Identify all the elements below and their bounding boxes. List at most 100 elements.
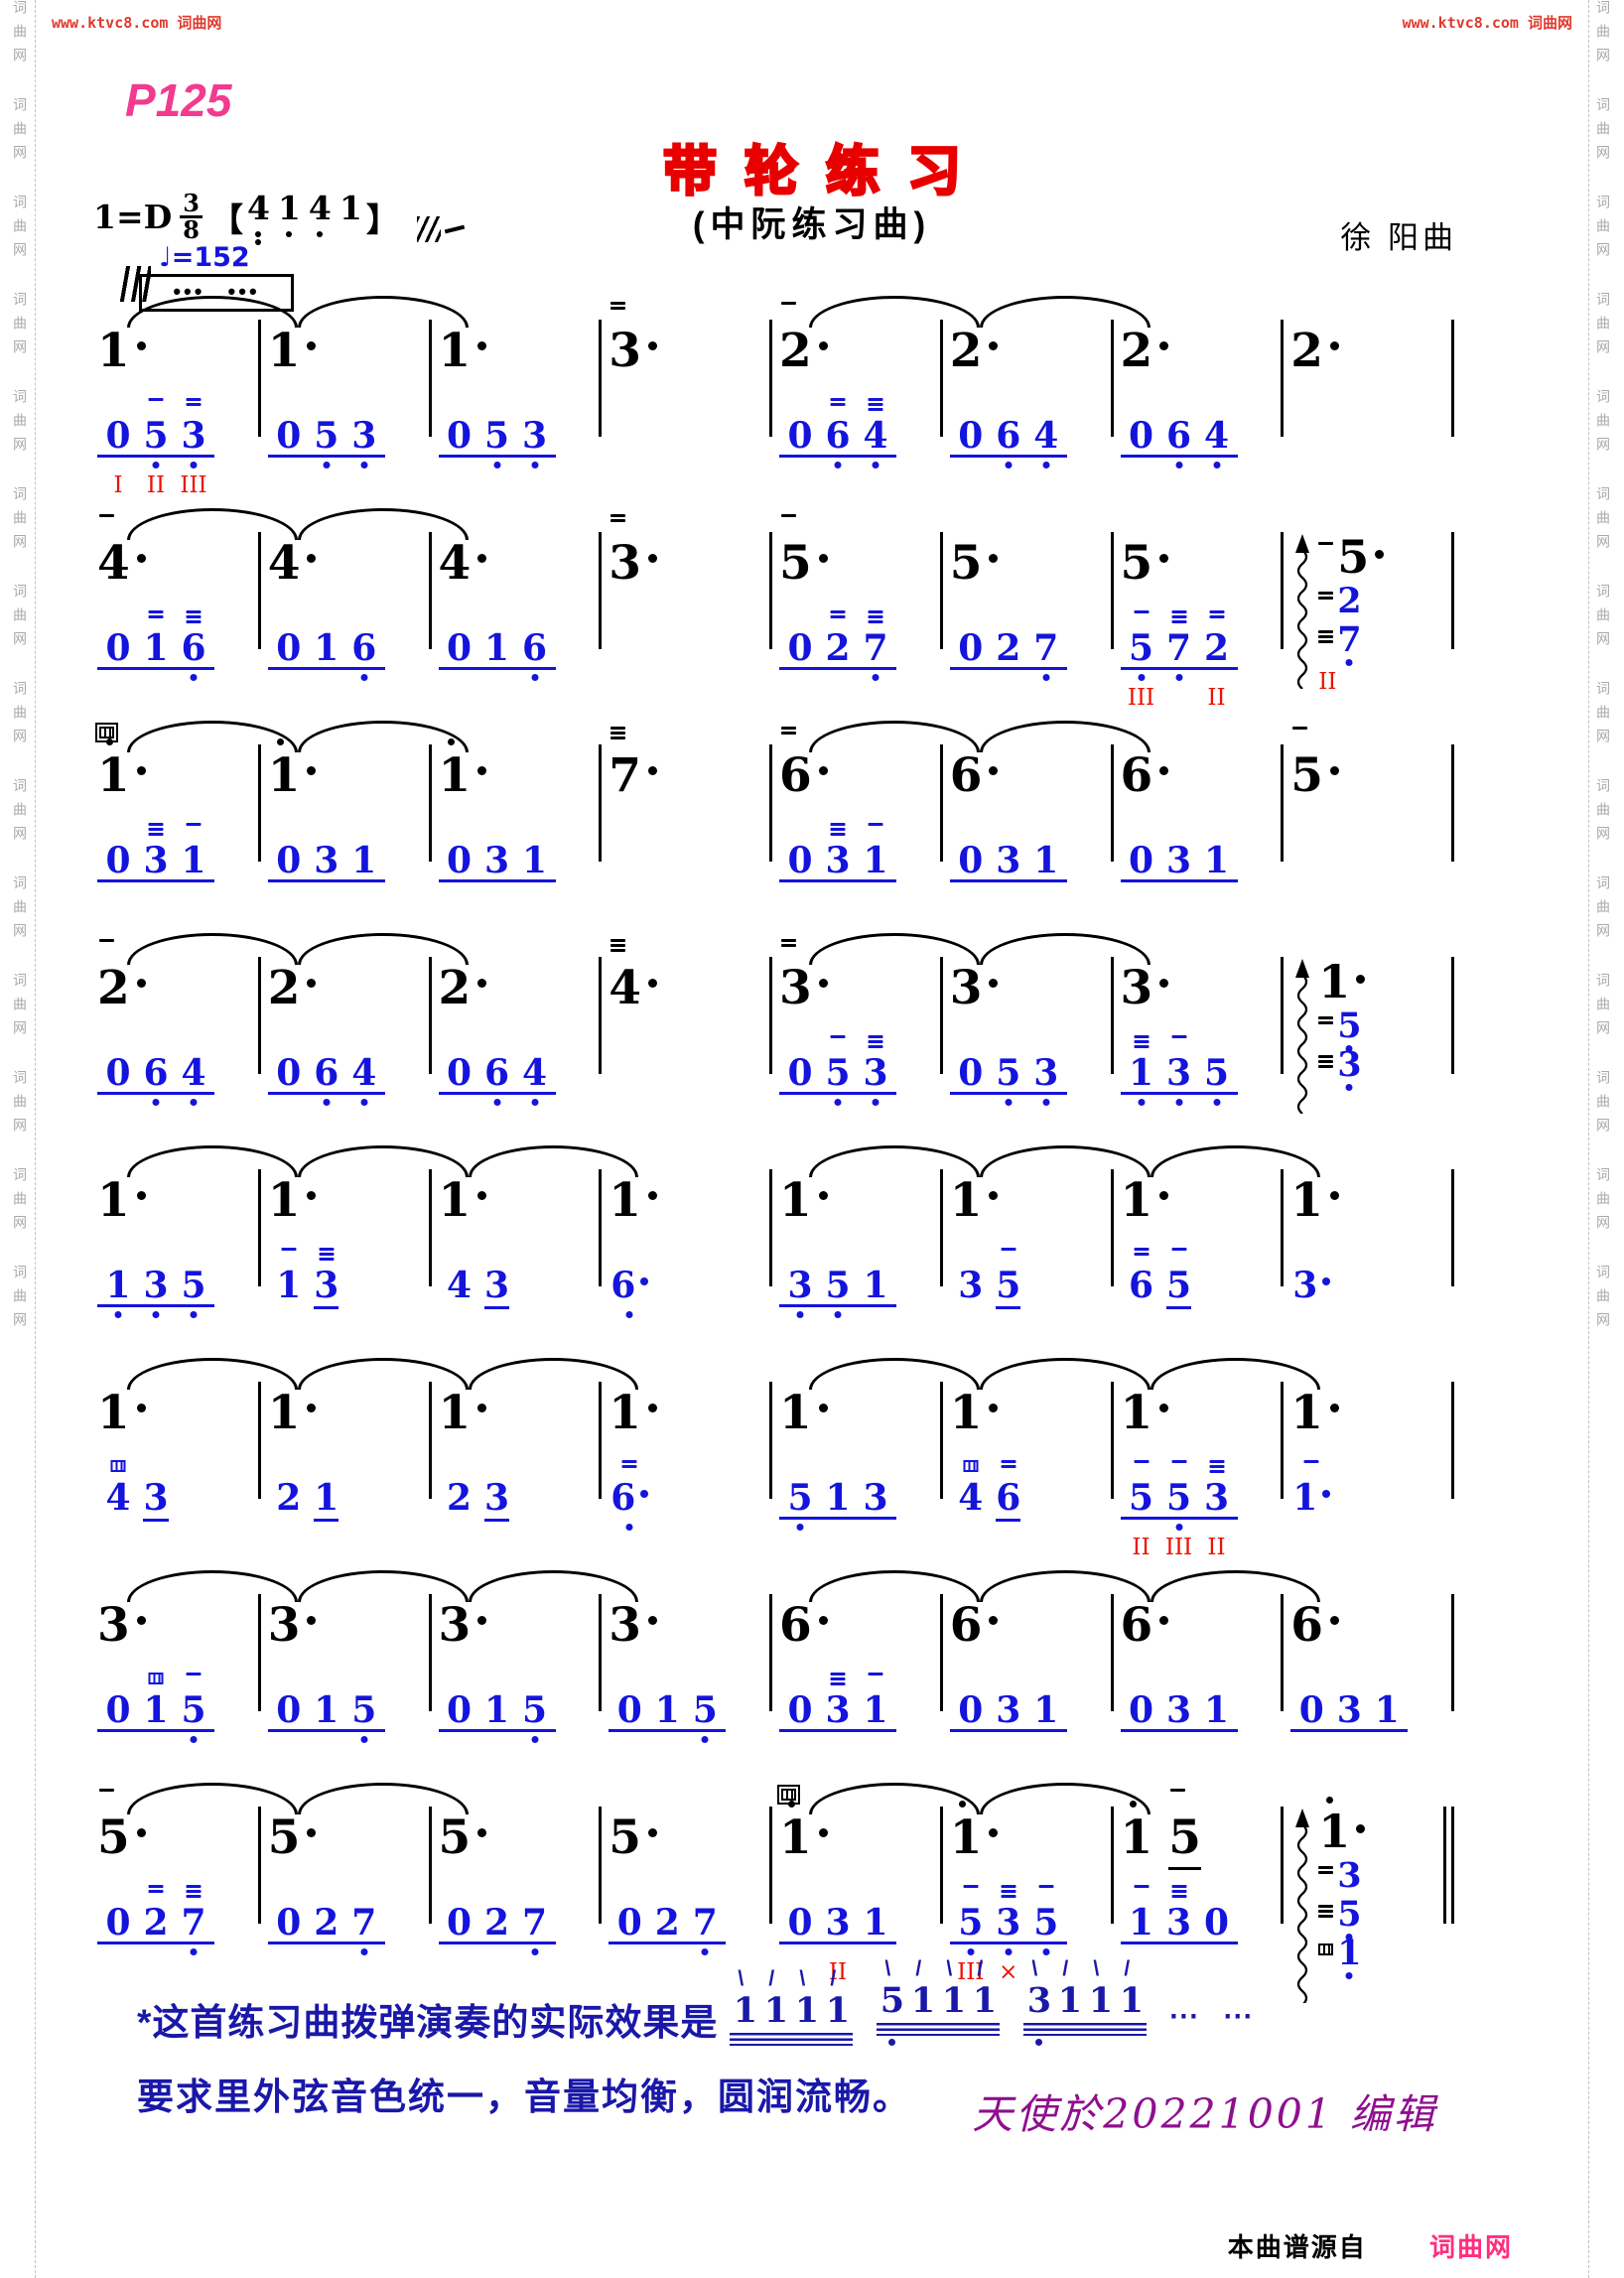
melody-note: 1 [439,1177,487,1224]
note-digit: 2 [97,961,130,1015]
piece-subtitle: (中阮练习曲) [692,205,932,244]
accompaniment-note: 2 [270,1479,308,1517]
low-octave-dot [796,1311,804,1318]
note-digit: 1 [825,1990,851,2031]
note-digit: 0 [446,415,473,457]
barline [257,532,261,649]
low-octave-dot [152,462,160,469]
low-octave-dot [1005,1099,1013,1106]
melody-row: 4 [609,939,673,1011]
meter-denominator: 8 [183,215,200,244]
note-digit: 1 [1119,1980,1145,2021]
low-octave-dot [1175,1099,1182,1106]
accompaniment-note: 0 [952,629,990,667]
low-octave-dot [1345,1972,1353,1979]
string-finger-mark [1001,1248,1016,1251]
duration-dot [989,1191,999,1200]
note-digit: 2 [1120,324,1153,378]
note-digit: 0 [276,1052,302,1094]
duration-dot [136,766,146,775]
low-octave-dot [190,1099,198,1106]
note-digit: 5 [692,1689,718,1731]
note-digit: 0 [1128,415,1154,457]
string-finger-mark [1292,727,1308,730]
chord-note: 5 [1318,1008,1365,1052]
melody-note: 1 [950,1177,999,1224]
low-octave-dot [1042,1948,1050,1955]
position-numeral: × [999,1959,1018,1985]
note-digit: 5 [1033,1902,1059,1943]
duration-dot [477,1616,487,1625]
position-numeral: II [146,472,166,498]
accompaniment-note: 0 [99,1904,137,1942]
low-octave-dot [967,1948,975,1955]
melody-row: 6 [950,752,1015,799]
note-digit: 0 [787,1902,813,1943]
accompaniment-note: 3 II [1198,1460,1236,1560]
accompaniment-note: 5 [175,1673,212,1743]
note-digit: 3 [314,840,339,881]
note-digit: 3 [1336,1689,1362,1731]
position-numeral: II [1207,1535,1226,1560]
note-digit: 1 [276,1265,302,1306]
string-finger-mark [319,1248,335,1261]
string-finger-mark [186,1673,202,1675]
accompaniment-row: 3 [1290,1267,1332,1304]
note-digit: 5 [609,1810,641,1865]
melody-note: 3 [609,1602,657,1649]
accompaniment-note: 4 [952,1460,990,1517]
note-digit: 2 [825,627,851,669]
pluck-stroke-icon: \ [1031,1957,1038,1980]
low-octave-dot [834,462,842,469]
note-digit: 2 [438,961,472,1015]
note-digit: 1 [351,840,377,881]
melody-row: 1 [268,1177,333,1224]
note-digit: 6 [996,1477,1021,1522]
note-digit: 1 [97,748,130,803]
accompaniment-note: 0 [781,1904,819,1942]
melody-row: 5 [779,514,844,587]
accompaniment-note: 0 [270,1054,308,1092]
note-digit: 1 [105,1265,131,1306]
note-digit: 5 [1120,536,1153,591]
string-finger-mark [1134,1035,1149,1048]
accompaniment-note: 2 [819,610,857,669]
duration-dot [1159,554,1169,563]
roll-string-mark-icon [444,224,466,234]
note-digit: 6 [779,1598,812,1653]
string-finger-mark [186,1885,202,1898]
low-octave-dot [493,462,500,469]
accompaniment-note: 1 [1198,1691,1236,1729]
accompaniment-note: 6 [175,610,212,681]
high-octave-dot [1326,1797,1334,1804]
melody-row: 1 [950,1390,1015,1436]
duration-dot [136,1191,146,1200]
melody-row: 7 [609,727,673,799]
accompaniment-note: 3 [516,417,554,469]
duration-dot [640,1277,649,1285]
note-digit: 3 [143,840,169,881]
note-digit: 5 [996,1265,1021,1309]
melody-row: 1 [609,1177,673,1224]
string-finger-mark [148,610,164,618]
string-finger-mark [781,939,796,947]
note-digit: 5 [1337,1894,1362,1935]
accompaniment-note: 3 [137,1267,175,1318]
